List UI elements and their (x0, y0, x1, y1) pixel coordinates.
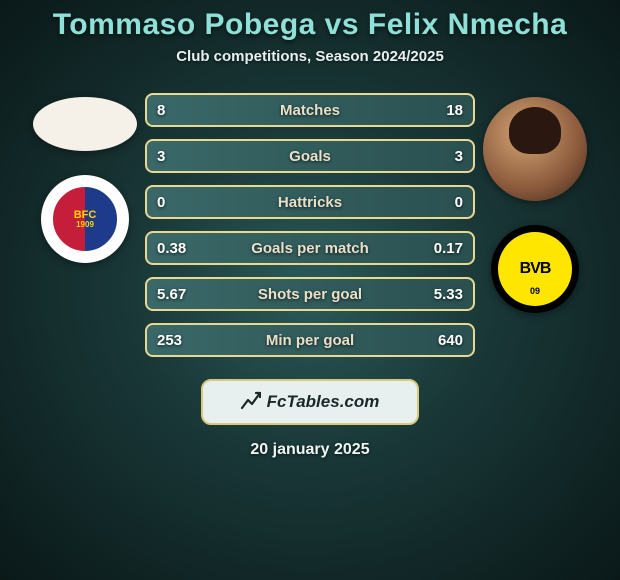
stat-left-value: 8 (157, 102, 201, 119)
stat-label: Min per goal (266, 332, 354, 349)
comparison-date: 20 january 2025 (250, 441, 369, 459)
stat-label: Shots per goal (258, 286, 362, 303)
stat-left-value: 253 (157, 332, 201, 349)
stat-label: Goals per match (251, 240, 369, 257)
comparison-subtitle: Club competitions, Season 2024/2025 (176, 48, 444, 65)
stat-row: 0 Hattricks 0 (145, 185, 475, 219)
stat-left-value: 0 (157, 194, 201, 211)
stat-row: 3 Goals 3 (145, 139, 475, 173)
stat-label: Matches (280, 102, 340, 119)
right-club-logo: BVB 09 (491, 225, 579, 313)
right-club-year: 09 (530, 286, 540, 296)
stat-row: 253 Min per goal 640 (145, 323, 475, 357)
stat-right-value: 0.17 (419, 240, 463, 257)
stat-right-value: 640 (419, 332, 463, 349)
right-player-photo (483, 97, 587, 201)
left-column: BFC 1909 (25, 93, 145, 263)
stat-right-value: 18 (419, 102, 463, 119)
stat-left-value: 5.67 (157, 286, 201, 303)
chart-icon (241, 391, 261, 414)
stat-row: 0.38 Goals per match 0.17 (145, 231, 475, 265)
stat-row: 5.67 Shots per goal 5.33 (145, 277, 475, 311)
comparison-body: BFC 1909 8 Matches 18 3 Goals 3 0 Hattri… (0, 93, 620, 357)
stat-right-value: 5.33 (419, 286, 463, 303)
stat-right-value: 3 (419, 148, 463, 165)
stat-left-value: 3 (157, 148, 201, 165)
stat-left-value: 0.38 (157, 240, 201, 257)
right-club-abbr: BVB (520, 260, 551, 278)
left-club-logo: BFC 1909 (41, 175, 129, 263)
comparison-title: Tommaso Pobega vs Felix Nmecha (53, 8, 568, 42)
stat-row: 8 Matches 18 (145, 93, 475, 127)
branding-label: FcTables.com (267, 392, 380, 412)
left-club-abbr: BFC (74, 210, 97, 221)
left-club-year: 1909 (76, 221, 94, 229)
stat-right-value: 0 (419, 194, 463, 211)
stat-label: Goals (289, 148, 331, 165)
stat-label: Hattricks (278, 194, 342, 211)
branding-badge: FcTables.com (201, 379, 419, 425)
stats-list: 8 Matches 18 3 Goals 3 0 Hattricks 0 0.3… (145, 93, 475, 357)
left-player-photo (33, 97, 137, 151)
right-column: BVB 09 (475, 93, 595, 313)
